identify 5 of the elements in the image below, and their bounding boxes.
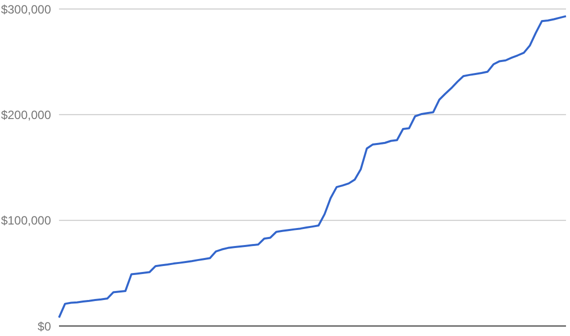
y-tick-label: $100,000	[0, 214, 52, 228]
y-tick-label: $0	[38, 319, 52, 334]
line-series	[58, 15, 567, 319]
y-tick-label: $200,000	[0, 108, 52, 122]
y-tick-label: $300,000	[0, 2, 52, 16]
